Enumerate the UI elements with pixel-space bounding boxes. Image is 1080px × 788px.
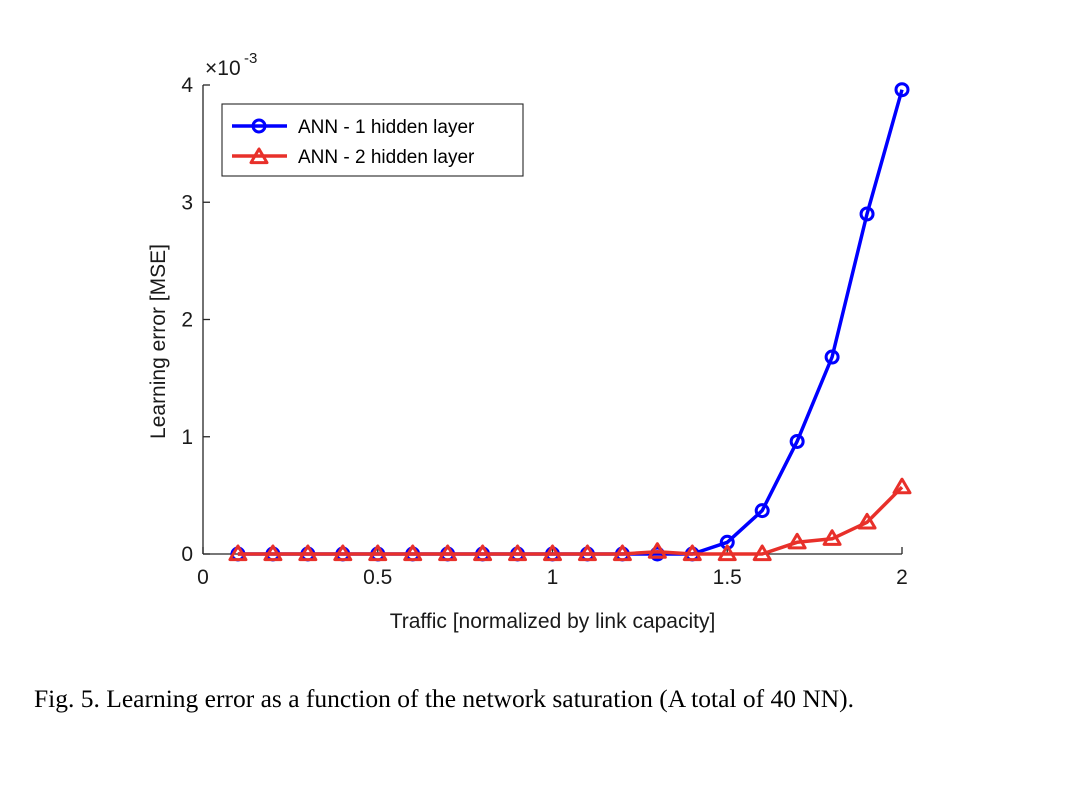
data-point — [403, 544, 423, 562]
data-point — [892, 477, 912, 495]
y-exponent-base: ×10 — [205, 57, 241, 80]
y-tick-label: 1 — [181, 426, 193, 449]
data-point — [263, 544, 283, 562]
data-point — [857, 512, 877, 530]
line-chart: ×10 -3 0 0.5 1 1.5 2 0 1 2 3 4 Traffic [normaliz… — [147, 50, 912, 633]
y-exponent-power: -3 — [244, 50, 257, 67]
series-2 — [228, 477, 912, 562]
data-point — [368, 544, 388, 562]
y-axis-ticks: 0 1 2 3 4 — [181, 74, 210, 566]
x-tick-label: 1 — [547, 566, 559, 589]
data-point — [822, 529, 842, 546]
data-point — [647, 542, 667, 559]
figure-caption: Fig. 5. Learning error as a function of … — [34, 684, 855, 713]
data-point — [859, 206, 875, 222]
series-layer — [228, 82, 912, 562]
legend-box — [221, 103, 524, 177]
legend: ANN - 1 hidden layer ANN - 2 hidden layer — [221, 103, 524, 177]
data-point — [577, 544, 597, 562]
data-point — [508, 544, 528, 562]
data-point — [754, 503, 770, 519]
x-tick-label: 1.5 — [713, 566, 742, 589]
data-point — [789, 433, 805, 449]
y-exponent: ×10 -3 — [205, 50, 257, 80]
legend-marker — [249, 147, 269, 165]
data-point — [752, 544, 772, 562]
legend-label: ANN - 2 hidden layer — [298, 147, 475, 168]
data-point — [228, 544, 248, 562]
data-point — [682, 544, 702, 562]
data-point — [824, 349, 840, 365]
data-point — [333, 544, 353, 562]
y-axis-label: Learning error [MSE] — [147, 244, 170, 439]
y-tick-label: 2 — [181, 309, 193, 332]
data-point — [438, 544, 458, 562]
data-point — [612, 544, 632, 562]
y-tick-label: 3 — [181, 191, 193, 214]
x-axis-label: Traffic [normalized by link capacity] — [390, 610, 716, 633]
data-point — [787, 532, 807, 550]
legend-label: ANN - 1 hidden layer — [298, 117, 475, 138]
data-point — [473, 544, 493, 562]
x-tick-label: 0 — [197, 566, 209, 589]
x-tick-label: 0.5 — [363, 566, 392, 589]
data-point — [543, 544, 562, 562]
data-point — [894, 82, 910, 98]
legend-marker — [251, 118, 267, 134]
x-tick-label: 2 — [896, 566, 908, 589]
y-tick-label: 0 — [181, 543, 193, 566]
x-axis-ticks: 0 0.5 1 1.5 2 — [197, 547, 908, 589]
y-tick-label: 4 — [181, 74, 193, 97]
data-point — [717, 544, 737, 562]
data-point — [298, 544, 318, 562]
